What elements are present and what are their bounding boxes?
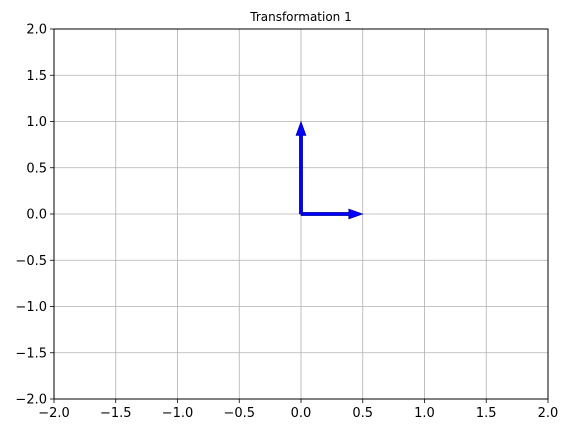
x-tick-label: 0.0 <box>291 406 312 421</box>
x-tick-label: −1.0 <box>162 406 194 421</box>
x-tick-label: 1.0 <box>414 406 435 421</box>
y-tick-label: −1.5 <box>15 346 47 361</box>
y-tick-label: 0.0 <box>26 208 47 223</box>
x-tick-label: 0.5 <box>352 406 373 421</box>
y-tick-label: −0.5 <box>15 254 47 269</box>
axis-ticks: −2.0 −1.5 −1.0 −0.5 0.0 0.5 1.0 1.5 2.0 −2.0 −1.5 −… <box>15 23 558 422</box>
vector-arrow <box>300 208 364 220</box>
y-tick-label: −1.0 <box>15 300 47 315</box>
x-tick-label: −2.0 <box>38 406 70 421</box>
x-tick-label: 1.5 <box>476 406 497 421</box>
x-tick-label: −0.5 <box>223 406 255 421</box>
x-tick-label: 2.0 <box>538 406 559 421</box>
y-tick-label: 1.5 <box>26 69 47 84</box>
vector-arrow <box>295 120 307 215</box>
chart-title: Transformation 1 <box>249 10 351 24</box>
y-tick-label: 2.0 <box>26 23 47 38</box>
x-tick-label: −1.5 <box>100 406 132 421</box>
y-tick-label: −2.0 <box>15 393 47 408</box>
y-tick-label: 1.0 <box>26 115 47 130</box>
y-tick-label: 0.5 <box>26 161 47 176</box>
vectors <box>295 120 364 220</box>
